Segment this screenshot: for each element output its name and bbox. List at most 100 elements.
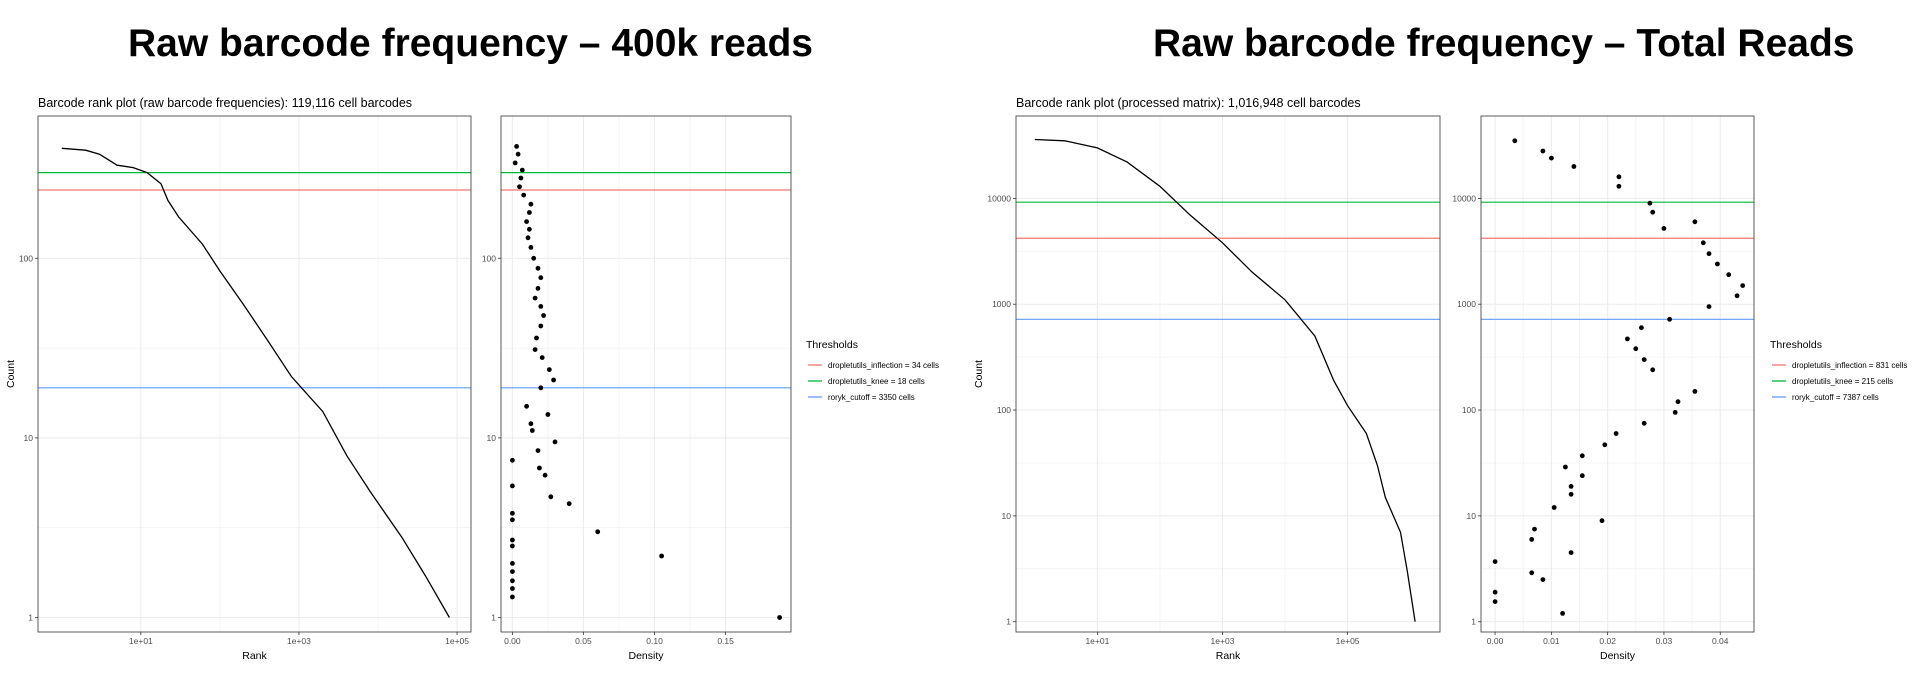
y-tick-label: 100 bbox=[482, 253, 496, 263]
scatter-point bbox=[1579, 453, 1585, 459]
panel-background bbox=[501, 116, 791, 632]
y-tick-label: 1 bbox=[491, 612, 496, 622]
scatter-point bbox=[519, 167, 525, 173]
panel-background bbox=[38, 116, 471, 632]
scatter-point bbox=[1540, 577, 1546, 582]
scatter-point bbox=[510, 561, 515, 566]
x-tick-label: 1e+05 bbox=[445, 636, 469, 646]
scatter-point bbox=[538, 304, 544, 309]
scatter-point bbox=[1492, 559, 1498, 564]
x-tick-label: 0.05 bbox=[575, 636, 592, 646]
scatter-point bbox=[515, 151, 521, 157]
scatter-point bbox=[1512, 138, 1518, 144]
scatter-point bbox=[521, 192, 527, 198]
gridlines bbox=[38, 116, 471, 632]
legend-label: dropletutils_inflection = 831 cells bbox=[1792, 361, 1907, 370]
scatter-point bbox=[528, 201, 534, 207]
y-axis-label: Count bbox=[5, 360, 17, 388]
x-tick-label: 0.00 bbox=[504, 636, 521, 646]
scatter-point bbox=[510, 510, 515, 516]
scatter-point bbox=[1700, 240, 1706, 246]
scatter-point bbox=[510, 457, 515, 463]
panel-background bbox=[1016, 116, 1440, 632]
y-tick-label: 10000 bbox=[987, 193, 1011, 203]
scatter-point bbox=[1602, 442, 1608, 448]
scatter-point bbox=[659, 553, 664, 559]
scatter-point bbox=[510, 578, 515, 584]
legend-label: roryk_cutoff = 7387 cells bbox=[1792, 393, 1879, 402]
panel-border bbox=[1015, 115, 1441, 633]
x-axis-label: Density bbox=[1600, 650, 1636, 662]
scatter-point bbox=[1706, 251, 1712, 257]
x-tick-label: 0.15 bbox=[717, 636, 734, 646]
scatter-point bbox=[517, 184, 522, 190]
y-tick-label: 100 bbox=[19, 253, 33, 263]
scatter-point bbox=[514, 144, 519, 149]
scatter-point bbox=[1571, 164, 1577, 169]
y-tick-label: 1000 bbox=[1457, 299, 1476, 309]
scatter-point bbox=[777, 615, 782, 620]
scatter-point bbox=[1740, 283, 1746, 288]
x-tick-label: 0.00 bbox=[1487, 636, 1504, 646]
scatter-point bbox=[1560, 611, 1565, 616]
scatter-point bbox=[1529, 537, 1535, 542]
scatter-point bbox=[537, 465, 542, 471]
scatter-point bbox=[541, 313, 546, 318]
scatter-point bbox=[527, 226, 532, 232]
scatter-point bbox=[1579, 473, 1585, 479]
scatter-point bbox=[1706, 304, 1712, 309]
scatter-point bbox=[525, 235, 531, 241]
scatter-point bbox=[1734, 293, 1740, 299]
rank-curve bbox=[61, 147, 450, 618]
scatter-point bbox=[528, 421, 534, 427]
scatter-point bbox=[1641, 420, 1647, 426]
scatter-point bbox=[1661, 226, 1667, 231]
panel-4: 0.00 0.01 0.02 0.03 0.04 1 10 100 1000 10000 Densi… bbox=[1452, 115, 1755, 662]
x-tick-label: 0.01 bbox=[1543, 636, 1560, 646]
scatter-point bbox=[1692, 389, 1698, 394]
scatter-point bbox=[551, 377, 556, 383]
x-axis-label: Density bbox=[628, 650, 664, 662]
scatter-point bbox=[1549, 155, 1554, 161]
x-tick-label: 0.10 bbox=[646, 636, 663, 646]
scatter-point bbox=[1639, 325, 1644, 331]
y-tick-label: 10 bbox=[487, 433, 497, 443]
scatter-point bbox=[535, 265, 541, 271]
x-tick-label: 0.04 bbox=[1712, 636, 1729, 646]
y-tick-label: 1 bbox=[1471, 617, 1476, 627]
scatter-point bbox=[1529, 570, 1535, 576]
scatter-point bbox=[535, 286, 541, 291]
scatter-point bbox=[510, 543, 515, 549]
scatter-point bbox=[1672, 410, 1678, 415]
scatter-point bbox=[1568, 491, 1574, 497]
scatter-point bbox=[538, 323, 544, 329]
panel-1: 1e+01 1e+03 1e+05 1 10 100 Rank Count Barcode ra… bbox=[5, 96, 472, 662]
legend-label: dropletutils_knee = 18 cells bbox=[828, 377, 925, 386]
panel-2: 0.00 0.05 0.10 0.15 1 10 100 Density bbox=[482, 115, 792, 662]
scatter-point bbox=[532, 295, 538, 301]
legend-thresholds: Thresholds dropletutils_inflection = 831 … bbox=[1770, 339, 1907, 402]
panel-3: 1e+01 1e+03 1e+05 1 10 100 1000 10000 Rank Count B… bbox=[973, 96, 1441, 662]
scatter-point bbox=[1616, 174, 1622, 180]
scatter-point bbox=[529, 428, 535, 433]
main-title-left: Raw barcode frequency – 400k reads bbox=[128, 22, 813, 65]
scatter-point bbox=[566, 501, 572, 507]
scatter-point bbox=[1492, 599, 1498, 604]
scatter-point bbox=[1667, 316, 1672, 322]
panel-border bbox=[1480, 115, 1755, 633]
scatter-point bbox=[1692, 219, 1698, 225]
scatter-point bbox=[1551, 505, 1557, 510]
scatter-point bbox=[1563, 464, 1568, 470]
legend-title: Thresholds bbox=[1770, 339, 1822, 351]
scatter-point bbox=[510, 517, 515, 523]
y-axis-label: Count bbox=[973, 360, 985, 388]
y-tick-label: 1000 bbox=[992, 299, 1011, 309]
y-tick-label: 100 bbox=[997, 405, 1011, 415]
scatter-point bbox=[1650, 367, 1656, 373]
gridlines bbox=[1016, 116, 1440, 632]
scatter-point bbox=[528, 245, 534, 250]
scatter-point bbox=[548, 494, 554, 500]
scatter-point bbox=[1613, 431, 1619, 436]
scatter-point bbox=[531, 255, 537, 261]
